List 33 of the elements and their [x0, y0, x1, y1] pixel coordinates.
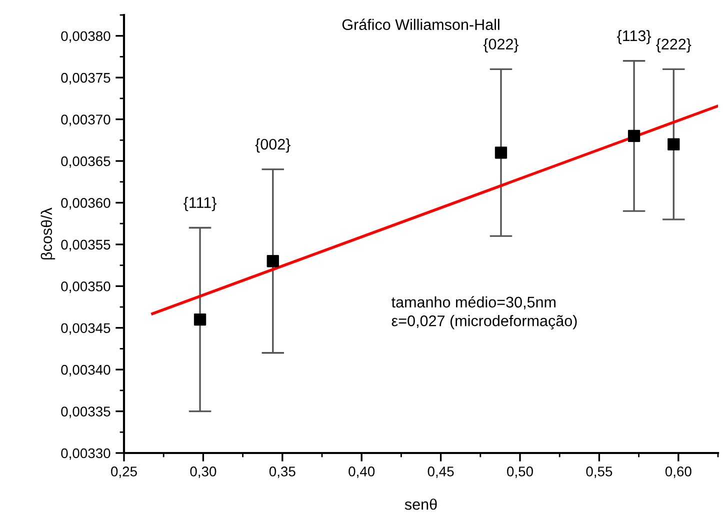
x-tick-label: 0,40 — [348, 466, 375, 478]
y-tick-label: 0,00380 — [61, 31, 110, 43]
y-axis-title: βcosθ/λ — [40, 208, 56, 260]
point — [494, 146, 508, 159]
x-tick-label: 0,25 — [111, 466, 137, 478]
x-tick-label: 0,60 — [665, 466, 692, 478]
x-tick-label: 0,35 — [269, 466, 296, 478]
y-tick-label: 0,00335 — [61, 406, 110, 418]
point — [194, 313, 206, 326]
y-tick-label: 0,00350 — [61, 281, 110, 293]
y-tick-label: 0,00360 — [61, 198, 110, 210]
annotation: {113} — [617, 30, 652, 44]
x-tick-label: 0,55 — [586, 466, 612, 478]
annotation: tamanho médio=30,5nm ε=0,027 (microdeformação) — [392, 296, 577, 330]
y-tick-label: 0,00365 — [61, 156, 110, 168]
point — [628, 130, 640, 142]
x-axis-title: senθ — [404, 498, 437, 510]
annotation: {022} — [483, 38, 519, 53]
chart-title: Gráfico Williamson-Hall — [342, 18, 500, 30]
y-tick-label: 0,00345 — [61, 323, 110, 335]
point — [266, 255, 279, 268]
x-tick-label: 0,50 — [507, 466, 533, 478]
x-tick-label: 0,30 — [190, 466, 216, 478]
annotation: {002} — [255, 138, 290, 153]
annotation: {222} — [656, 38, 692, 53]
y-tick-label: 0,00355 — [61, 240, 110, 252]
y-tick-label: 0,00340 — [61, 364, 110, 376]
x-tick-label: 0,45 — [428, 466, 454, 478]
point — [668, 138, 680, 150]
y-tick-label: 0,00370 — [61, 114, 110, 126]
y-tick-label: 0,00330 — [61, 448, 110, 460]
y-tick-label: 0,00375 — [61, 72, 110, 84]
annotation: {111} — [184, 196, 216, 212]
